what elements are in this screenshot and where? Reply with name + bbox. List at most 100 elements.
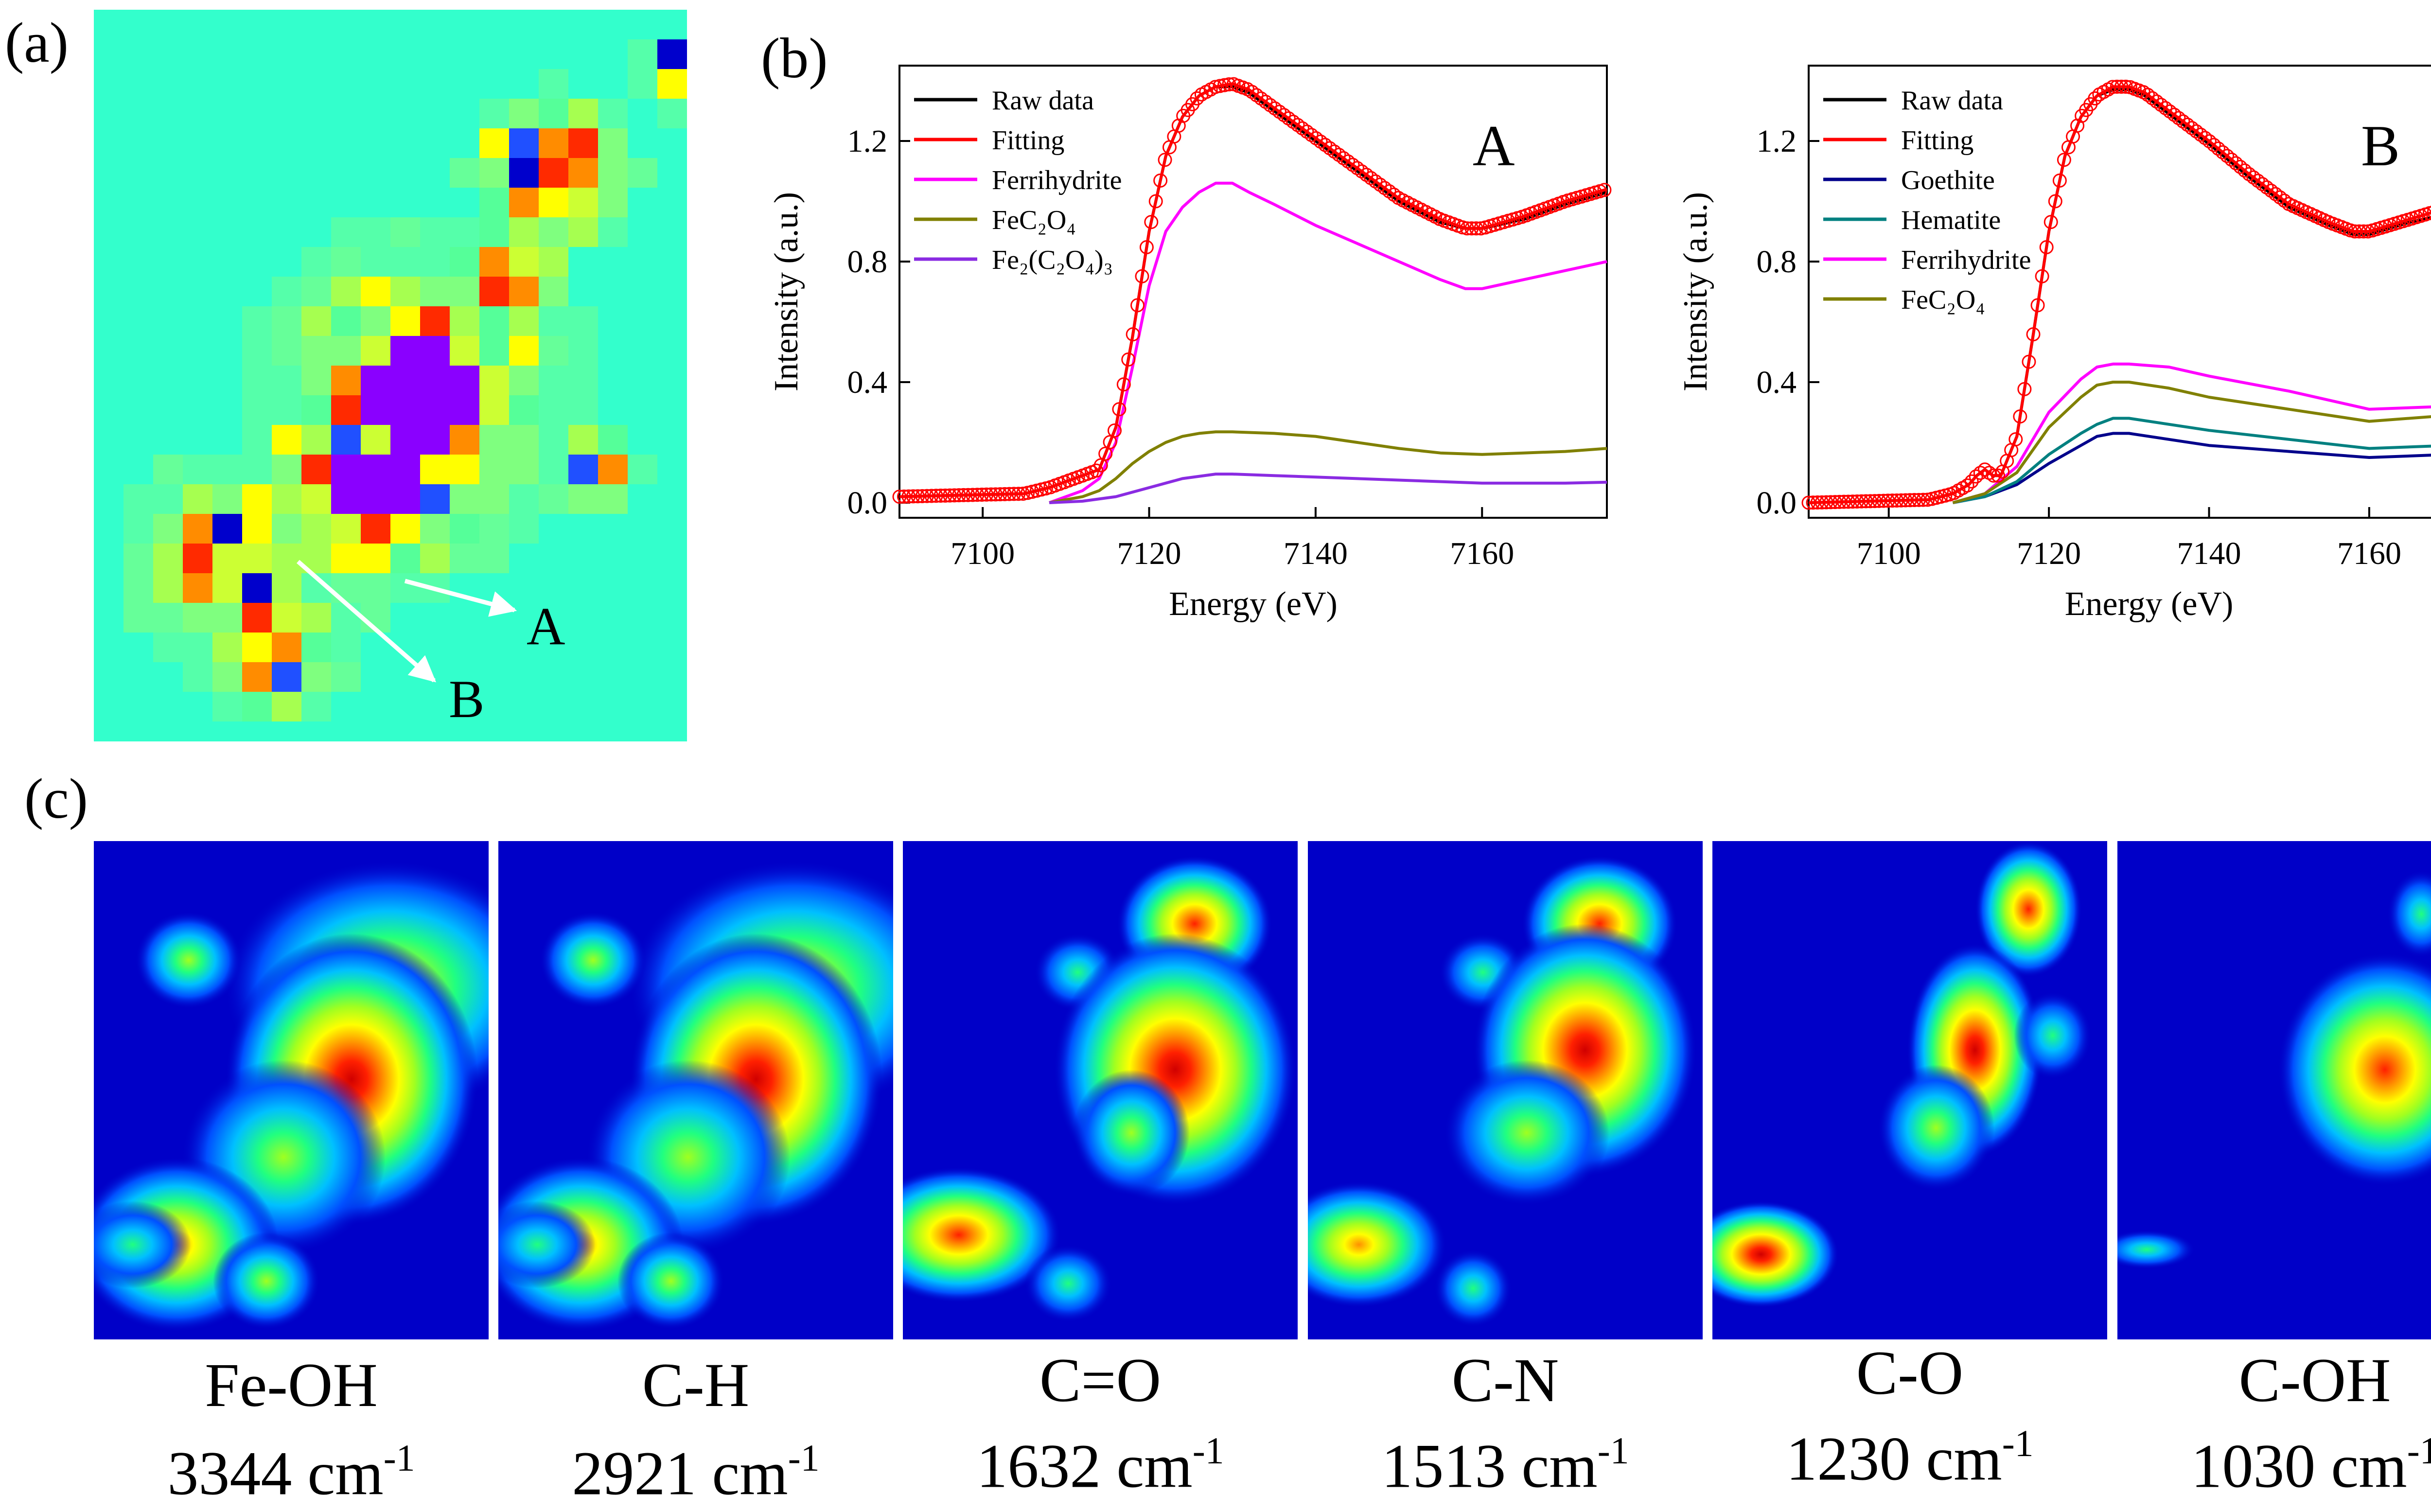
- fit-marker: [2259, 180, 2274, 194]
- ir-map-c-n: [1308, 841, 1703, 1339]
- panel-label-b: (b): [761, 26, 828, 90]
- fit-marker: [1336, 151, 1351, 165]
- map-pixel: [123, 544, 153, 573]
- ir-hotspot: [1073, 1070, 1190, 1196]
- fit-marker: [1341, 154, 1356, 169]
- fit-marker: [988, 487, 1003, 502]
- chart-title: B: [2361, 113, 2400, 178]
- xanes-chart-point-a: 7100 7120 7140 7160 0.0 0.4 0.8 1.2 Energy (eV) I…: [768, 65, 1612, 623]
- map-pixel: [390, 544, 420, 573]
- ir-caption-wavenumber: 1513 cm-1: [1381, 1429, 1629, 1501]
- map-pixel: [242, 306, 272, 336]
- fit-marker: [1313, 134, 1328, 149]
- ir-hotspot: [1878, 1065, 1994, 1191]
- fit-marker: [924, 489, 939, 503]
- map-pixel: [450, 158, 479, 188]
- fit-marker: [2237, 163, 2252, 178]
- ir-map-fe-oh: [94, 841, 489, 1339]
- ir-caption-group: C-H: [642, 1351, 750, 1420]
- map-pixel: [272, 573, 301, 603]
- y-tick-label: 1.2: [847, 123, 888, 159]
- map-pixel: [153, 514, 183, 544]
- fit-marker: [1322, 141, 1337, 156]
- xanes-chart-point-b: 7100 7120 7140 7160 0.0 0.4 0.8 1.2 Energy (eV) I…: [1677, 65, 2431, 623]
- map-pixel: [450, 425, 479, 455]
- map-pixel: [301, 692, 331, 721]
- map-pixel: [153, 455, 183, 484]
- fit-marker: [934, 489, 948, 503]
- fit-marker: [2246, 170, 2261, 185]
- map-pixel: [479, 217, 509, 247]
- fit-marker: [1332, 148, 1346, 162]
- map-pixel: [212, 455, 242, 484]
- series-line-fe2-c2o4-3: [1049, 473, 1607, 504]
- fit-marker: [2193, 127, 2208, 142]
- fit-marker: [2202, 134, 2217, 149]
- fit-marker: [947, 488, 962, 503]
- map-pixel: [390, 336, 420, 366]
- fit-marker: [2022, 354, 2036, 369]
- fit-marker: [1121, 352, 1136, 367]
- fit-marker: [911, 489, 925, 504]
- map-pixel: [183, 633, 212, 662]
- map-pixel: [479, 277, 509, 306]
- map-pixel: [272, 455, 301, 484]
- map-pixel: [390, 395, 420, 425]
- map-pixel: [479, 158, 509, 188]
- fit-marker: [1916, 492, 1931, 507]
- y-tick-label: 0.4: [1757, 365, 1797, 400]
- map-pixel: [479, 544, 509, 573]
- fit-marker: [1245, 85, 1259, 99]
- ir-caption-group: C=O: [1039, 1346, 1161, 1415]
- map-pixel: [242, 366, 272, 395]
- y-tick-label: 1.2: [1757, 123, 1797, 159]
- fit-marker: [956, 488, 971, 502]
- map-pixel: [242, 336, 272, 366]
- fit-marker: [1286, 114, 1301, 129]
- fit-marker: [2013, 409, 2027, 424]
- map-pixel: [331, 455, 361, 484]
- map-pixel: [420, 455, 450, 484]
- fit-marker: [1153, 173, 1168, 188]
- fit-marker: [1089, 463, 1104, 478]
- fit-marker: [2255, 177, 2270, 192]
- map-pixel: [301, 306, 331, 336]
- ir-caption-wavenumber: 1030 cm-1: [2191, 1429, 2431, 1501]
- fit-marker: [979, 487, 994, 502]
- legend-label: Raw data: [992, 86, 1094, 116]
- map-pixel: [450, 277, 479, 306]
- map-pixel: [420, 247, 450, 277]
- fit-marker: [1281, 111, 1296, 125]
- fit-marker: [2206, 138, 2221, 152]
- fit-marker: [2233, 159, 2248, 174]
- map-pixel: [539, 99, 568, 128]
- x-tick-label: 7140: [1284, 536, 1348, 571]
- map-pixel: [361, 366, 390, 395]
- map-pixel: [539, 277, 568, 306]
- panel-label-a: (a): [5, 11, 69, 74]
- y-tick-label: 0.8: [847, 244, 888, 280]
- map-pixel: [212, 514, 242, 544]
- legend-label: Raw data: [1901, 86, 2003, 116]
- y-tick-label: 0.0: [847, 485, 888, 521]
- map-pixel: [450, 217, 479, 247]
- map-pixel: [301, 425, 331, 455]
- map-pixel: [361, 336, 390, 366]
- fit-marker: [2035, 269, 2049, 283]
- fit-marker: [1002, 487, 1017, 501]
- fit-marker: [1268, 101, 1282, 116]
- map-pixel: [539, 395, 568, 425]
- fit-marker: [998, 487, 1012, 501]
- map-pixel: [390, 455, 420, 484]
- map-pixel: [420, 277, 450, 306]
- map-pixel: [509, 514, 539, 544]
- map-pixel: [598, 484, 628, 514]
- map-pixel: [509, 188, 539, 217]
- y-tick-label: 0.4: [847, 365, 888, 400]
- fit-marker: [2356, 224, 2371, 239]
- fit-marker: [2114, 79, 2129, 94]
- y-axis-label: Intensity (a.u.): [768, 192, 805, 391]
- fit-marker: [2167, 107, 2182, 122]
- fit-marker: [2118, 79, 2133, 94]
- map-pixel: [123, 573, 153, 603]
